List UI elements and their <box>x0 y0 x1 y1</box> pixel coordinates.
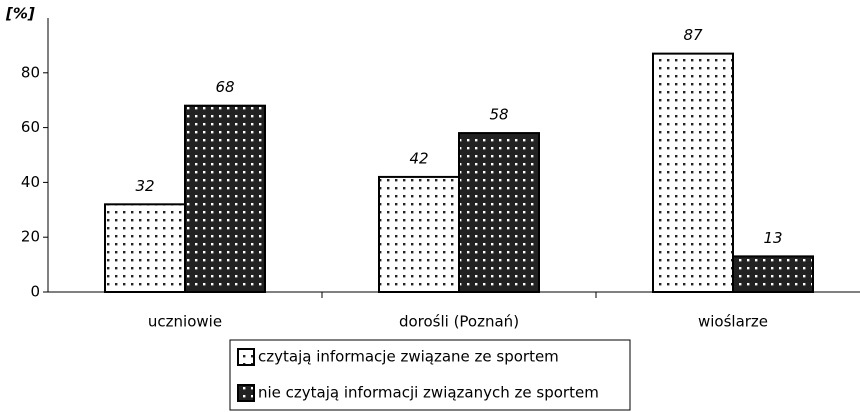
legend-swatch <box>237 384 255 402</box>
y-tick-label: 20 <box>21 228 40 246</box>
legend-box <box>229 339 631 411</box>
bar <box>184 104 266 294</box>
value-label: 58 <box>489 106 508 124</box>
bar <box>458 132 540 293</box>
legend-label: nie czytają informacji związanych ze spo… <box>258 384 599 402</box>
bar <box>378 175 460 293</box>
bar <box>732 255 814 294</box>
legend-label: czytają informacje związane ze sportem <box>258 348 559 366</box>
bar <box>104 203 186 294</box>
x-tick-label: dorośli (Poznań) <box>399 313 519 331</box>
legend-swatch <box>237 348 255 366</box>
y-tick-label: 40 <box>21 173 40 191</box>
x-tick-label: uczniowie <box>148 313 222 331</box>
y-tick-label: 80 <box>21 63 40 81</box>
value-label: 32 <box>135 177 154 195</box>
bar <box>652 52 734 294</box>
value-label: 87 <box>683 26 703 44</box>
y-tick-label: 0 <box>30 283 40 301</box>
x-tick-label: wioślarze <box>698 313 768 331</box>
y-axis-label: [%] <box>5 5 35 23</box>
y-tick-label: 60 <box>21 118 40 136</box>
value-label: 13 <box>763 229 782 247</box>
value-label: 68 <box>215 78 234 96</box>
value-label: 42 <box>409 149 428 167</box>
